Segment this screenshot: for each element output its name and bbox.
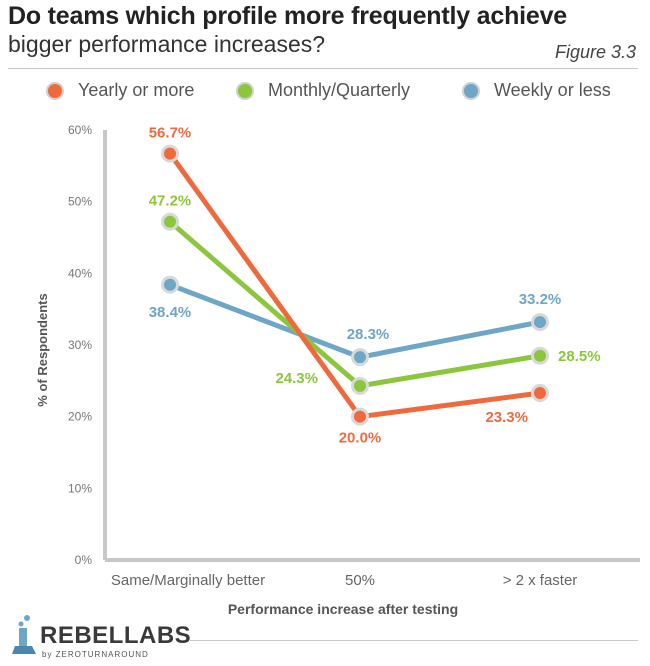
legend-label-monthly: Monthly/Quarterly [268,80,411,100]
chart-subtitle: bigger performance increases? [8,31,326,57]
legend-item-monthly: Monthly/Quarterly [236,80,410,101]
legend-marker-yearly [46,81,64,100]
series-line [167,282,543,360]
y-tick-label: 60% [68,123,92,137]
chart-title: Do teams which profile more frequently a… [8,2,568,30]
series-line [167,151,543,420]
y-tick-label: 30% [68,338,92,352]
x-tick-label: > 2 x faster [503,572,578,589]
legend-label-yearly: Yearly or more [78,80,195,100]
y-tick-label: 50% [68,195,92,209]
data-point [351,376,369,395]
data-point [351,407,369,426]
data-label: 38.4% [149,304,192,321]
legend-marker-monthly [236,81,254,100]
data-label: 28.5% [558,348,601,365]
line-chart: 0% 10% 20% 30% 40% 50% 60% Same/Marginally bett… [35,123,640,617]
data-label: 28.3% [347,326,390,343]
legend-item-weekly: Weekly or less [462,80,611,101]
data-label: 47.2% [149,193,192,210]
y-axis-label: % of Respondents [35,293,50,406]
x-axis-label: Performance increase after testing [228,601,458,617]
rebellabs-logo: REBELLABS by ZEROTURNAROUND [12,612,191,662]
y-tick-label: 10% [68,481,92,495]
flask-icon [12,615,36,654]
data-point [531,346,549,365]
header-divider [8,68,638,69]
data-label: 33.2% [519,291,562,308]
data-label: 24.3% [275,370,318,387]
data-point [161,275,179,294]
figure-label: Figure 3.3 [554,42,636,62]
data-point [531,313,549,332]
chart-legend: Yearly or more Monthly/Quarterly Weekly … [0,80,650,110]
data-point [161,144,179,163]
logo-wordmark: REBELLABS [40,622,192,649]
data-label: 56.7% [149,125,192,142]
y-tick-label: 20% [68,410,92,424]
logo-byline: by ZEROTURNAROUND [42,650,149,659]
footer-divider [190,640,638,641]
legend-label-weekly: Weekly or less [494,80,611,100]
x-tick-label: Same/Marginally better [111,572,265,589]
data-point [161,212,179,231]
x-tick-label: 50% [345,572,375,589]
data-label: 23.3% [485,409,528,426]
y-tick-label: 40% [68,266,92,280]
legend-item-yearly: Yearly or more [46,80,194,101]
data-point [531,384,549,403]
data-point [351,348,369,367]
y-tick-label: 0% [75,553,93,567]
data-label: 20.0% [339,430,382,447]
legend-marker-weekly [462,81,480,100]
